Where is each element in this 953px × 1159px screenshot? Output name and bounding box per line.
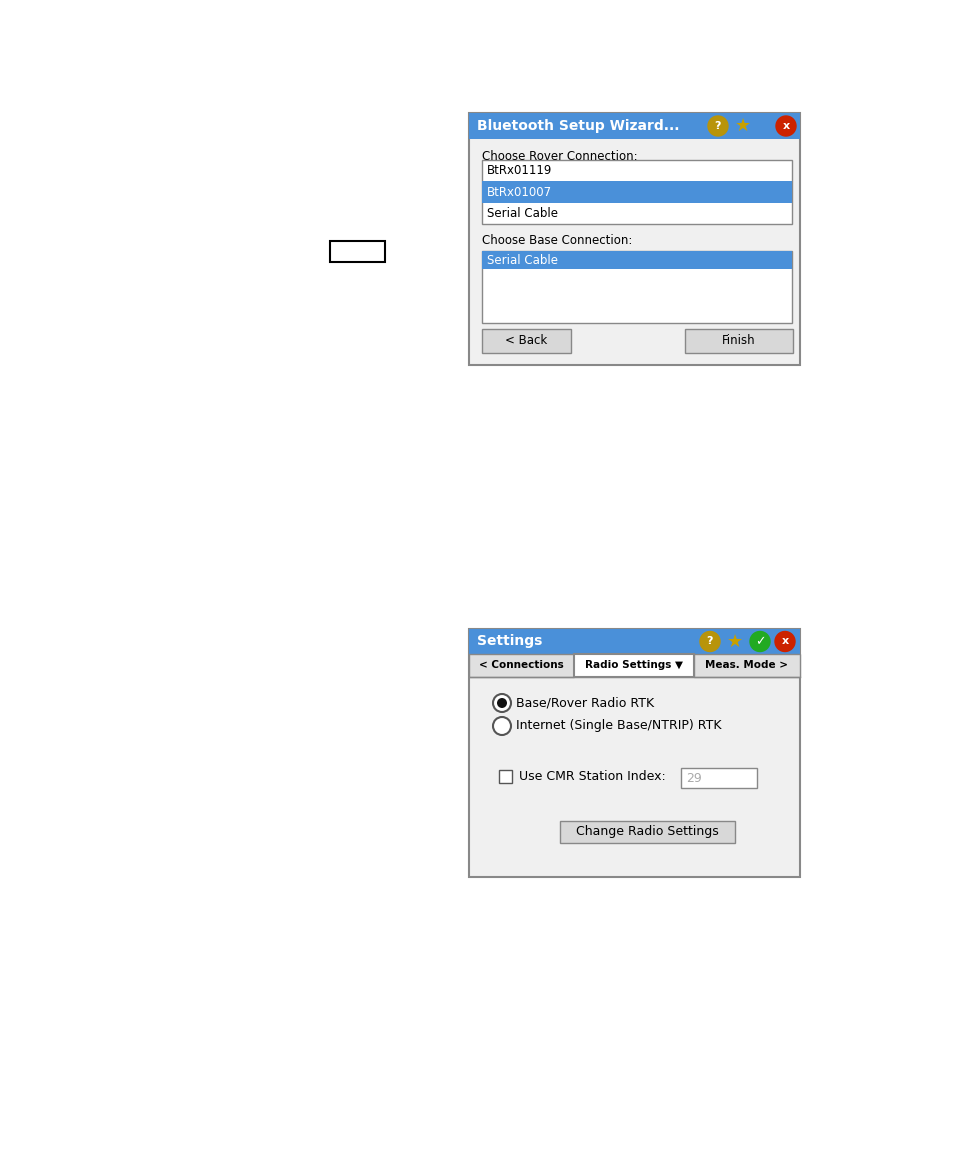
Circle shape	[707, 116, 727, 136]
Text: Choose Base Connection:: Choose Base Connection:	[481, 234, 632, 248]
Text: BtRx01119: BtRx01119	[486, 165, 552, 177]
Bar	[574, 654, 693, 677]
Bar	[469, 629, 800, 877]
Text: x: x	[781, 636, 788, 647]
Bar	[559, 821, 734, 843]
Text: Use CMR Station Index:: Use CMR Station Index:	[518, 770, 665, 783]
Text: Serial Cable: Serial Cable	[486, 206, 558, 220]
Circle shape	[493, 694, 511, 712]
Text: Serial Cable: Serial Cable	[486, 254, 558, 267]
Circle shape	[493, 717, 511, 735]
Text: ★: ★	[726, 633, 742, 650]
Bar	[330, 241, 385, 262]
Circle shape	[774, 632, 794, 651]
Text: ★: ★	[734, 117, 750, 134]
Text: Finish: Finish	[721, 335, 755, 348]
Text: BtRx01007: BtRx01007	[486, 185, 552, 198]
Text: ?: ?	[714, 121, 720, 131]
Text: Base/Rover Radio RTK: Base/Rover Radio RTK	[516, 697, 654, 709]
Circle shape	[775, 116, 795, 136]
Bar	[469, 112, 800, 365]
Text: Internet (Single Base/NTRIP) RTK: Internet (Single Base/NTRIP) RTK	[516, 720, 720, 732]
Bar	[498, 770, 512, 783]
Bar	[481, 252, 791, 269]
Text: Choose Rover Connection:: Choose Rover Connection:	[481, 150, 637, 162]
Text: Bluetooth Setup Wizard...: Bluetooth Setup Wizard...	[476, 119, 679, 133]
Bar	[469, 654, 574, 677]
Text: 29: 29	[685, 772, 701, 785]
Text: ✓: ✓	[754, 635, 764, 648]
Bar	[684, 329, 792, 353]
Circle shape	[497, 698, 506, 708]
Text: Radio Settings ▼: Radio Settings ▼	[584, 661, 682, 671]
Text: < Back: < Back	[505, 335, 547, 348]
Bar	[481, 252, 791, 323]
Circle shape	[749, 632, 769, 651]
Text: ?: ?	[706, 636, 713, 647]
Bar	[680, 768, 757, 788]
Bar	[469, 112, 800, 139]
Text: < Connections: < Connections	[478, 661, 563, 671]
Circle shape	[700, 632, 720, 651]
Bar	[481, 160, 791, 224]
Text: Meas. Mode >: Meas. Mode >	[705, 661, 788, 671]
Bar	[481, 181, 791, 203]
Bar	[481, 329, 571, 353]
Text: Change Radio Settings: Change Radio Settings	[576, 825, 719, 838]
Text: x: x	[781, 121, 789, 131]
Bar	[693, 654, 800, 677]
Bar	[469, 629, 800, 654]
Text: Settings: Settings	[476, 634, 542, 649]
